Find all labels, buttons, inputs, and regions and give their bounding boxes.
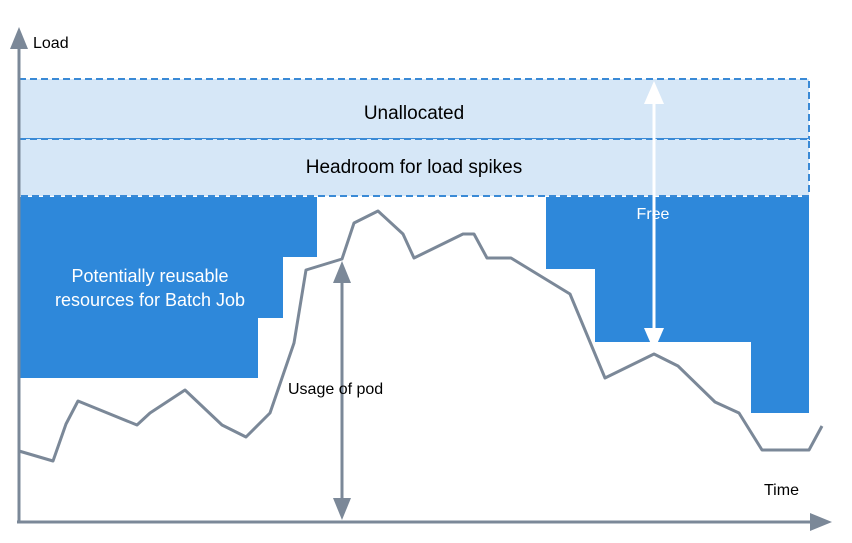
reusable-resources-right — [546, 197, 809, 413]
reusable-label-line2: resources for Batch Job — [55, 290, 245, 310]
headroom-label: Headroom for load spikes — [306, 157, 523, 178]
headroom-band — [18, 138, 810, 197]
x-axis-arrow-icon — [810, 513, 832, 531]
usage-arrow-up-icon — [333, 261, 351, 283]
unallocated-band — [18, 78, 810, 140]
reusable-resources-left — [19, 197, 317, 378]
y-axis-arrow-icon — [10, 27, 28, 49]
free-arrow-up-icon — [644, 81, 664, 104]
pod-usage-line — [18, 209, 824, 463]
usage-arrow-down-icon — [333, 498, 351, 520]
free-arrow-down-icon — [644, 328, 664, 351]
usage-label: Usage of pod — [288, 381, 383, 398]
reusable-label-line1: Potentially reusable — [71, 266, 228, 286]
y-axis-label: Load — [33, 35, 69, 52]
x-axis-label: Time — [764, 482, 799, 499]
free-label: Free — [637, 206, 670, 223]
unallocated-label: Unallocated — [364, 103, 464, 124]
